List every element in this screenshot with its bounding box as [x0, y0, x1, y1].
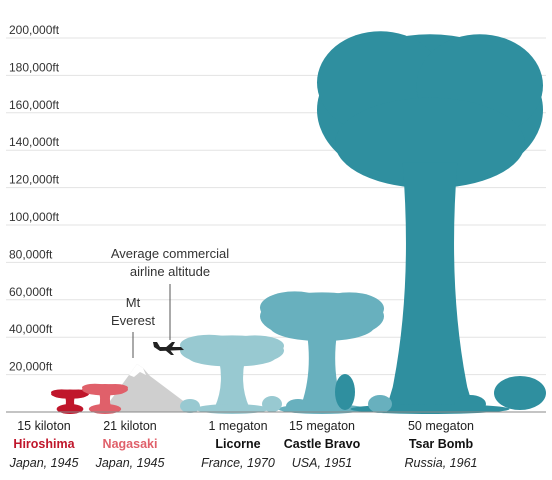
everest-annotation-line-2: Everest — [111, 313, 155, 328]
airline-annotation-line-1: Average commercial — [111, 246, 229, 261]
bomb-yield: 50 megaton — [408, 419, 474, 433]
cloud-stem — [385, 162, 475, 412]
bomb-name: Hiroshima — [13, 437, 75, 451]
cloud-licorne — [180, 334, 284, 414]
y-tick-label: 160,000ft — [9, 98, 60, 112]
bomb-label-licorne: 1 megaton Licorne France, 1970 — [201, 419, 275, 470]
bomb-origin: Japan, 1945 — [95, 456, 165, 470]
cloud-tsar-bomb — [317, 31, 543, 414]
airline-annotation-line-2: airline altitude — [130, 264, 210, 279]
bomb-label-castle-bravo: 15 megaton Castle Bravo USA, 1951 — [284, 419, 361, 470]
dust-puff — [494, 376, 546, 410]
cloud-hiroshima — [51, 389, 89, 414]
bomb-origin: Russia, 1961 — [405, 456, 478, 470]
bomb-yield: 15 kiloton — [17, 419, 71, 433]
bomb-name: Castle Bravo — [284, 437, 361, 451]
dust-puff — [286, 399, 310, 413]
bomb-label-hiroshima: 15 kiloton Hiroshima Japan, 1945 — [9, 419, 79, 470]
everest-snowcap — [129, 364, 146, 377]
bomb-yield: 21 kiloton — [103, 419, 157, 433]
y-tick-label: 100,000ft — [9, 210, 60, 224]
dust-puff — [368, 395, 392, 413]
everest-shape — [102, 364, 198, 412]
bomb-name: Tsar Bomb — [409, 437, 474, 451]
everest-annotation-line-1: Mt — [126, 295, 141, 310]
cloud-cap-lobe — [335, 97, 525, 189]
cloud-cap-lobe — [85, 388, 125, 396]
y-tick-label: 120,000ft — [9, 173, 60, 187]
bomb-name: Nagasaki — [103, 437, 158, 451]
y-tick-label: 20,000ft — [9, 360, 53, 374]
annotations: Average commercial airline altitude Mt E… — [111, 246, 229, 328]
mushroom-clouds — [51, 31, 546, 414]
y-tick-label: 140,000ft — [9, 135, 60, 149]
dust-puff — [262, 396, 282, 412]
airplane-icon — [153, 284, 184, 355]
y-tick-label: 200,000ft — [9, 23, 60, 37]
cloud-cap-lobe — [188, 348, 276, 367]
bomb-yield: 15 megaton — [289, 419, 355, 433]
cloud-stem — [211, 361, 253, 412]
bomb-origin: Japan, 1945 — [9, 456, 79, 470]
dust-puff — [454, 395, 486, 413]
bomb-origin: France, 1970 — [201, 456, 275, 470]
y-tick-label: 80,000ft — [9, 247, 53, 261]
y-axis-tick-labels: 20,000ft 40,000ft 60,000ft 80,000ft 100,000f… — [9, 23, 60, 374]
cloud-castle-bravo — [260, 291, 384, 414]
bomb-name: Licorne — [215, 437, 260, 451]
y-tick-label: 40,000ft — [9, 322, 53, 336]
bomb-yield: 1 megaton — [208, 419, 267, 433]
cloud-cap-lobe — [54, 393, 86, 399]
ground-dust — [180, 374, 546, 413]
y-tick-label: 180,000ft — [9, 60, 60, 74]
dust-puff — [180, 399, 200, 413]
cloud-stem — [297, 333, 347, 412]
mountain-everest — [102, 332, 198, 412]
bomb-label-nagasaki: 21 kiloton Nagasaki Japan, 1945 — [95, 419, 165, 470]
cloud-cap-lobe — [269, 312, 375, 342]
bomb-origin: USA, 1951 — [292, 456, 352, 470]
y-tick-label: 60,000ft — [9, 285, 53, 299]
dust-puff — [335, 374, 355, 410]
bomb-label-tsar-bomb: 50 megaton Tsar Bomb Russia, 1961 — [405, 419, 478, 470]
